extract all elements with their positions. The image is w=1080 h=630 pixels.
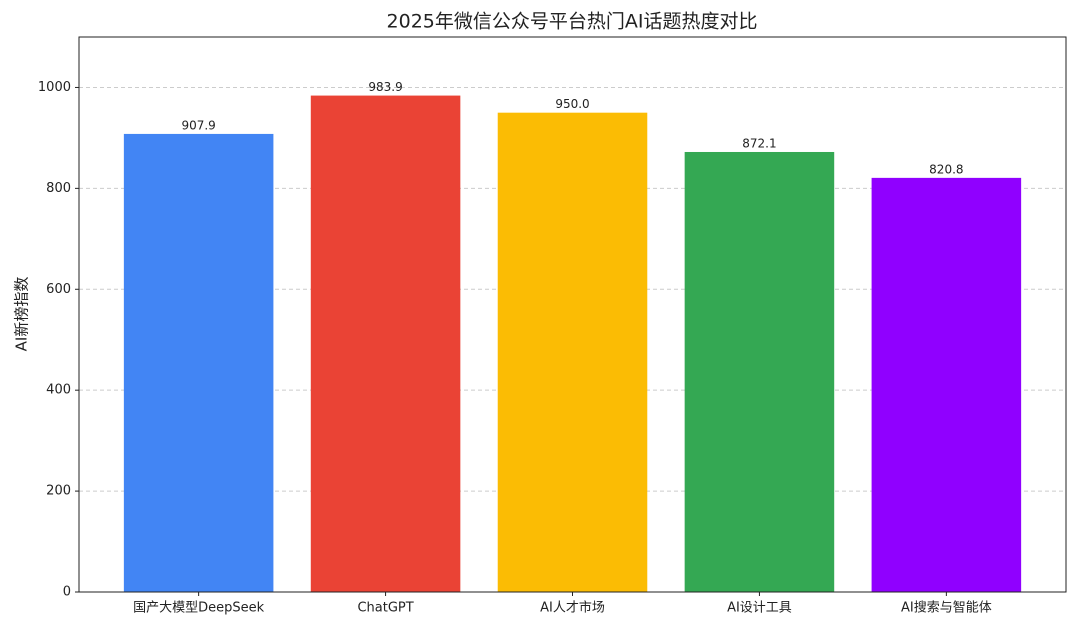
value-label: 907.9 xyxy=(181,118,215,132)
y-tick-label: 600 xyxy=(46,282,71,297)
x-tick-label: AI设计工具 xyxy=(727,601,792,616)
y-tick-label: 800 xyxy=(46,181,71,196)
bar xyxy=(871,177,1022,593)
x-tick-label: ChatGPT xyxy=(357,601,413,616)
bar xyxy=(123,133,274,592)
y-tick-label: 400 xyxy=(46,383,71,398)
value-label: 820.8 xyxy=(929,162,963,176)
chart-title: 2025年微信公众号平台热门AI话题热度对比 xyxy=(387,11,758,33)
x-tick-label: AI人才市场 xyxy=(540,600,605,616)
bar xyxy=(497,112,648,592)
plot-frame xyxy=(78,36,1067,593)
y-tick-label: 1000 xyxy=(38,80,71,95)
value-label: 872.1 xyxy=(742,136,776,150)
x-tick-label: AI搜索与智能体 xyxy=(901,601,992,616)
x-tick-label: 国产大模型DeepSeek xyxy=(133,601,265,616)
bar xyxy=(684,151,835,593)
y-tick-label: 200 xyxy=(46,484,71,499)
y-axis-label: AI新榜指数 xyxy=(13,277,31,352)
y-tick-label: 0 xyxy=(63,585,71,600)
value-label: 983.9 xyxy=(368,80,402,94)
bar xyxy=(310,95,461,592)
value-label: 950.0 xyxy=(555,97,589,111)
